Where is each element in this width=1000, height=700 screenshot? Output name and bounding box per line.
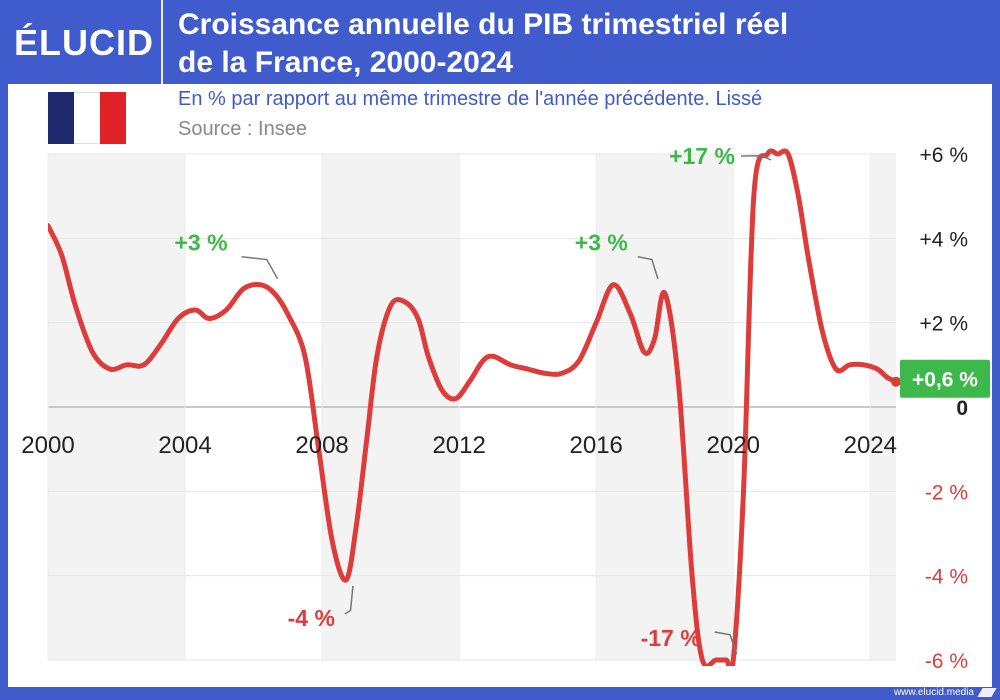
y-tick-label-0: +6 % [920, 144, 968, 167]
annotation-label-4: -17 % [641, 625, 701, 651]
chart-panel: En % par rapport au même trimestre de l'… [8, 84, 992, 687]
annotation-label-1: +3 % [575, 230, 628, 256]
france-flag-icon [48, 92, 126, 144]
y-tick-label-6: -6 % [925, 650, 968, 673]
annotation-label-2: +17 % [669, 143, 735, 169]
flag-blue-stripe [48, 92, 74, 144]
x-tick-label-2012: 2012 [432, 432, 485, 459]
last-value-point [891, 376, 901, 387]
y-tick-label-2: +2 % [920, 313, 968, 336]
elucid-mark-icon [977, 688, 997, 697]
annotation-leader-1 [637, 255, 659, 279]
gdp-series-line [48, 148, 896, 666]
last-value-label: +0,6 % [912, 369, 978, 392]
footer-url: www.elucid.media [893, 687, 974, 698]
chart-source: Source : Insee [178, 118, 307, 140]
x-tick-label-2016: 2016 [570, 432, 623, 459]
annotation-leader-3 [344, 585, 354, 615]
chart-title-line2: de la France, 2000-2024 [178, 46, 514, 79]
x-tick-label-2000: 2000 [21, 432, 74, 459]
y-tick-label-1: +4 % [920, 228, 968, 251]
gdp-line-chart: 2000 2004 2008 2012 2016 2020 2024 +6 % +4 % +2 %… [21, 143, 990, 673]
annotation-leader-4 [714, 631, 738, 655]
flag-red-stripe [100, 92, 126, 144]
last-value-badge [900, 359, 990, 398]
header-divider [161, 0, 163, 84]
header: ÉLUCID Croissance annuelle du PIB trimes… [0, 0, 1000, 84]
flag-white-stripe [74, 92, 100, 144]
x-tick-label-2008: 2008 [295, 432, 348, 459]
chart-title: Croissance annuelle du PIB trimestriel r… [178, 6, 978, 82]
y-tick-label-3: 0 [956, 397, 968, 420]
chart-title-line1: Croissance annuelle du PIB trimestriel r… [178, 8, 789, 41]
annotation-leader-0 [241, 255, 279, 280]
x-tick-label-2024: 2024 [844, 432, 897, 459]
y-tick-label-4: -2 % [925, 481, 968, 504]
annotation-label-0: +3 % [174, 230, 227, 256]
x-tick-label-2004: 2004 [158, 432, 211, 459]
y-tick-label-5: -4 % [925, 566, 968, 589]
x-tick-label-2020: 2020 [707, 432, 760, 459]
annotation-label-3: -4 % [288, 605, 335, 631]
elucid-logo: ÉLUCID [14, 22, 154, 63]
annotation-leader-2 [740, 155, 772, 161]
chart-subtitle: En % par rapport au même trimestre de l'… [178, 88, 763, 110]
